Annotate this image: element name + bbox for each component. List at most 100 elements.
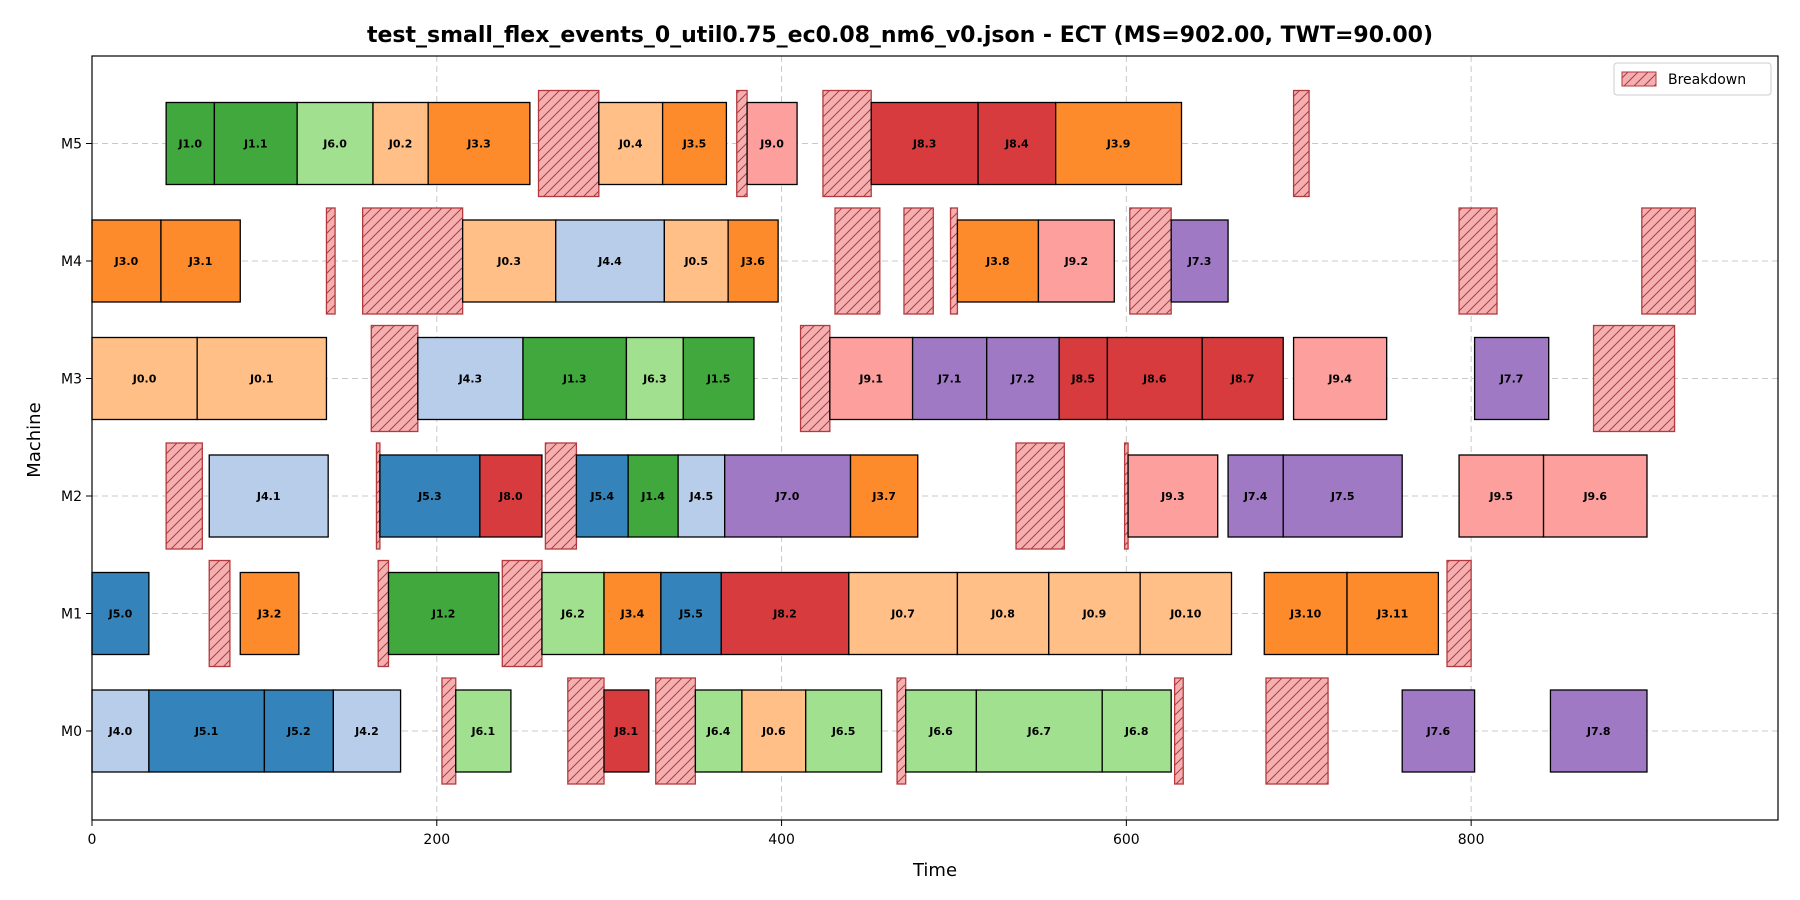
x-tick-label-0: 0 [88, 832, 97, 848]
op-bar-j7-8 [1549, 689, 1648, 773]
op-label-j7-6: J7.6 [1426, 725, 1451, 738]
op-label-j3-7: J3.7 [871, 490, 896, 503]
breakdown-m4-19 [362, 207, 464, 315]
op-bar-j3-8 [956, 219, 1040, 303]
op-bar-j0-4 [598, 101, 664, 186]
y-tick-label-m4: M4 [61, 254, 82, 270]
breakdown-m0-5 [1265, 677, 1329, 785]
op-label-j4-3: J4.3 [458, 373, 483, 386]
breakdown-m1-9 [1446, 559, 1472, 668]
bars-layer: J4.0 J5.1 J5.2 J4.2 J6.1 J8.1 J6.4 J0.6 J6.5 J6.6… [91, 89, 1696, 785]
op-label-j6-8: J6.8 [1124, 725, 1149, 738]
op-label-j1-2: J1.2 [431, 608, 456, 621]
breakdown-m2-12 [544, 442, 578, 550]
op-bar-j9-6 [1542, 454, 1648, 538]
op-label-j3-11: J3.11 [1376, 608, 1408, 621]
op-label-j4-5: J4.5 [689, 490, 714, 503]
op-bar-j1-2 [387, 571, 500, 656]
op-label-j0-5: J0.5 [683, 255, 708, 268]
legend-label-breakdown: Breakdown [1668, 72, 1746, 88]
op-label-j7-2: J7.2 [1010, 373, 1035, 386]
op-label-j4-4: J4.4 [597, 255, 622, 268]
op-label-j7-0: J7.0 [775, 490, 800, 503]
op-label-j5-0: J5.0 [108, 608, 133, 621]
op-bar-j0-9 [1048, 571, 1141, 656]
y-tick-label-m3: M3 [61, 372, 82, 388]
op-label-j3-2: J3.2 [257, 608, 282, 621]
legend-swatch-breakdown [1621, 71, 1657, 87]
op-bar-j8-4 [977, 101, 1057, 186]
op-label-j0-3: J0.3 [496, 255, 521, 268]
op-bar-j6-7 [975, 689, 1103, 773]
op-label-j0-6: J0.6 [761, 725, 786, 738]
op-bar-j0-1 [196, 336, 328, 421]
breakdown-m4-20 [834, 207, 881, 315]
op-bar-j4-2 [332, 689, 402, 773]
op-label-j4-2: J4.2 [354, 725, 379, 738]
op-bar-j3-5 [661, 101, 728, 186]
op-label-j5-2: J5.2 [286, 725, 311, 738]
op-bar-j9-0 [746, 101, 798, 186]
op-bar-j3-1 [160, 219, 241, 303]
y-axis-label: Machine [24, 402, 45, 477]
op-label-j3-8: J3.8 [985, 255, 1010, 268]
op-label-j8-6: J8.6 [1142, 373, 1167, 386]
op-bar-j0-6 [741, 689, 807, 773]
op-label-j3-10: J3.10 [1289, 608, 1322, 621]
op-label-j7-5: J7.5 [1330, 490, 1355, 503]
op-label-j4-1: J4.1 [256, 490, 281, 503]
breakdown-m3-16 [799, 324, 831, 433]
plot-frame [91, 55, 1779, 821]
op-bar-j9-3 [1127, 454, 1219, 538]
op-bar-j4-4 [555, 219, 665, 303]
op-bar-j6-4 [694, 689, 743, 773]
y-tick-label-m5: M5 [61, 137, 82, 153]
op-label-j7-8: J7.8 [1586, 725, 1611, 738]
op-label-j7-3: J7.3 [1187, 255, 1212, 268]
breakdown-m1-6 [208, 559, 231, 668]
ticks-layer: 0 200 400 600 800 M0 M1 M2 M3 M4 M5 [61, 137, 1485, 849]
op-label-j3-3: J3.3 [466, 138, 491, 151]
op-label-j6-4: J6.4 [706, 725, 731, 738]
op-label-j3-9: J3.9 [1106, 138, 1131, 151]
op-bar-j7-5 [1282, 454, 1403, 538]
op-label-j9-5: J9.5 [1489, 490, 1514, 503]
op-bar-j3-3 [427, 101, 531, 186]
breakdown-m5-28 [822, 89, 872, 198]
op-label-j6-3: J6.3 [642, 373, 667, 386]
op-bar-j3-2 [239, 571, 300, 656]
op-label-j6-6: J6.6 [928, 725, 953, 738]
op-label-j3-4: J3.4 [620, 608, 645, 621]
op-bar-j0-2 [372, 101, 429, 186]
op-bar-j9-5 [1458, 454, 1545, 538]
op-bar-j0-5 [663, 219, 729, 303]
breakdown-m1-7 [377, 559, 390, 668]
breakdown-m0-4 [1173, 677, 1184, 785]
breakdown-m0-1 [567, 677, 605, 785]
breakdown-m4-22 [949, 207, 959, 315]
op-bar-j7-6 [1401, 689, 1476, 773]
op-label-j7-1: J7.1 [937, 373, 962, 386]
op-bar-j7-7 [1473, 336, 1550, 421]
op-label-j9-3: J9.3 [1160, 490, 1185, 503]
op-label-j0-4: J0.4 [618, 138, 643, 151]
op-bar-j7-3 [1170, 219, 1229, 303]
op-label-j0-7: J0.7 [890, 608, 915, 621]
x-tick-label-400: 400 [768, 832, 795, 848]
op-bar-j6-0 [296, 101, 374, 186]
op-bar-j8-5 [1058, 336, 1109, 421]
op-bar-j3-7 [849, 454, 919, 538]
op-bar-j6-8 [1101, 689, 1172, 773]
breakdown-m5-26 [537, 89, 600, 198]
op-label-j8-1: J8.1 [614, 725, 639, 738]
breakdown-m0-2 [655, 677, 697, 785]
legend: Breakdown [1613, 62, 1772, 96]
x-axis-label: Time [912, 860, 957, 881]
op-label-j5-3: J5.3 [417, 490, 442, 503]
op-label-j8-0: J8.0 [498, 490, 523, 503]
op-label-j6-2: J6.2 [560, 608, 585, 621]
op-label-j8-4: J8.4 [1004, 138, 1029, 151]
op-bar-j5-3 [379, 454, 481, 538]
op-bar-j0-3 [461, 219, 557, 303]
